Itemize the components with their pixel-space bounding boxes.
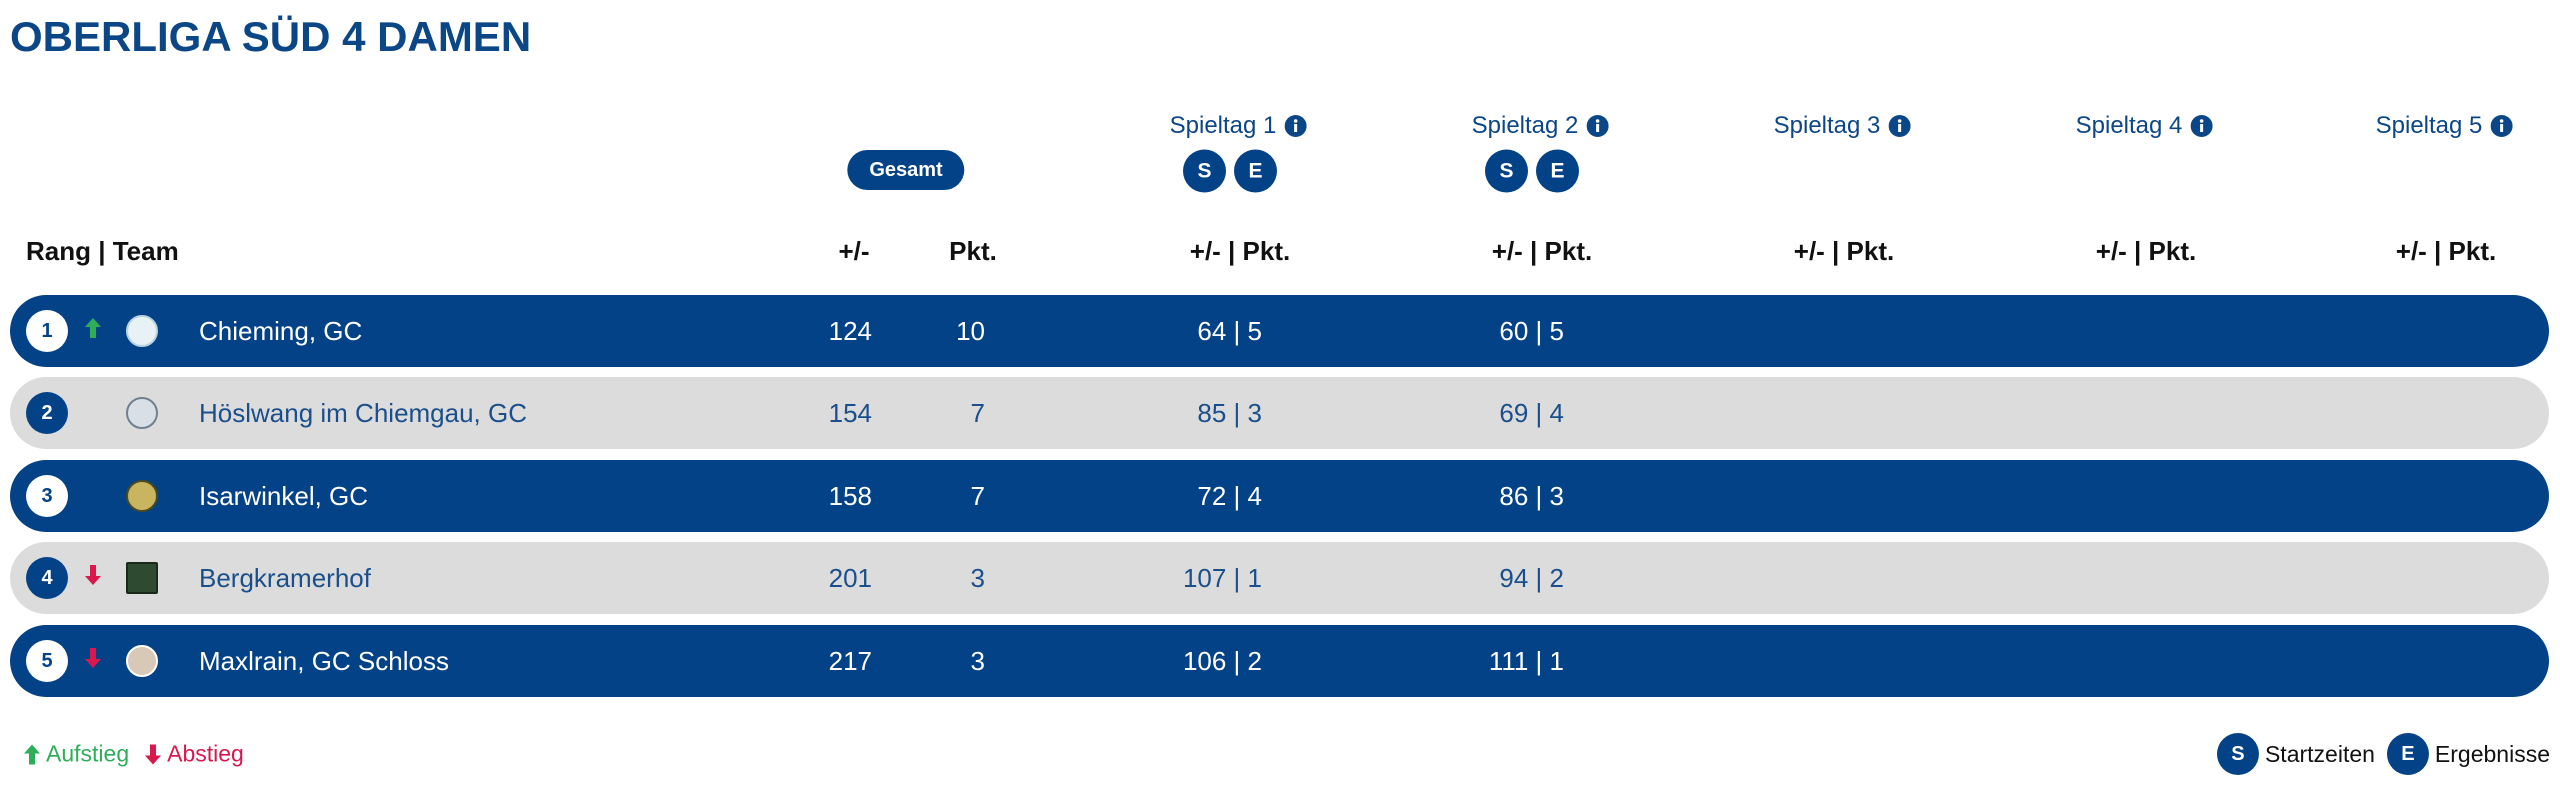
diff-total: 154 — [828, 398, 872, 428]
team-name: Maxlrain, GC Schloss — [199, 646, 449, 676]
matchday-label: Spieltag 2 — [1471, 112, 1579, 139]
team-logo — [126, 562, 158, 594]
legend-results-label: Ergebnisse — [2434, 740, 2550, 767]
team-logo — [126, 480, 158, 512]
matchday-heading: Spieltag 2 — [1472, 114, 1609, 138]
matchday-heading: Spieltag 5 — [2376, 114, 2513, 138]
matchday-result: 106 | 2 — [1182, 646, 1262, 676]
legend-left: Aufstieg Abstieg — [24, 740, 244, 767]
rank-badge: 5 — [26, 640, 68, 682]
matchday-result: 69 | 4 — [1499, 398, 1564, 428]
legend-start-key: S — [2216, 733, 2259, 775]
matchday-result: 64 | 5 — [1197, 316, 1262, 346]
info-icon[interactable] — [2490, 115, 2513, 137]
matchday-heading: Spieltag 1 — [1170, 114, 1307, 138]
table-row[interactable]: 2 Höslwang im Chiemgau, GC 154 7 85 | 3 69 | … — [10, 377, 2549, 449]
matchday-button[interactable]: S — [1485, 149, 1528, 193]
matchday-button[interactable]: E — [1234, 149, 1277, 193]
legend-down: Abstieg — [145, 740, 244, 767]
matchday-heading: Spieltag 3 — [1774, 114, 1911, 138]
team-name: Isarwinkel, GC — [199, 481, 369, 511]
title: OBERLIGA SÜD 4 DAMEN — [10, 13, 532, 60]
points-total: 3 — [970, 563, 985, 593]
table-row[interactable]: 5 Maxlrain, GC Schloss 217 3 106 | 2 111 | 1 — [10, 625, 2549, 697]
matchday-result: 94 | 2 — [1499, 563, 1564, 593]
header-points: Pkt. — [949, 236, 997, 266]
diff-total: 201 — [828, 563, 872, 593]
table-row[interactable]: 4 Bergkramerhof 201 3 107 | 1 94 | 2 — [10, 542, 2549, 614]
table-row[interactable]: 1 Chieming, GC 124 10 64 | 5 60 | 5 — [10, 295, 2549, 367]
matchday-column-header: +/- | Pkt. — [2095, 236, 2197, 266]
points-total: 10 — [956, 316, 985, 346]
rank-badge: 4 — [26, 557, 68, 599]
down-arrow — [85, 648, 101, 668]
legend-up-label: Aufstieg — [46, 740, 130, 767]
matchday-heading: Spieltag 4 — [2076, 114, 2213, 138]
team-logo — [126, 645, 158, 677]
matchday-label: Spieltag 1 — [1169, 112, 1277, 139]
legend-results-key: E — [2386, 733, 2429, 775]
matchday-result: 85 | 3 — [1197, 398, 1262, 428]
info-icon[interactable] — [2190, 115, 2213, 137]
matchday-button[interactable]: E — [1536, 149, 1579, 193]
diff-total: 124 — [828, 316, 872, 346]
points-total: 7 — [970, 481, 985, 511]
legend-up: Aufstieg — [24, 740, 130, 767]
points-total: 7 — [970, 398, 985, 428]
matchday-result: 72 | 4 — [1197, 481, 1262, 511]
team-name: Chieming, GC — [199, 316, 363, 346]
diff-total: 158 — [828, 481, 872, 511]
info-icon[interactable] — [1586, 115, 1609, 137]
team-name: Höslwang im Chiemgau, GC — [199, 398, 528, 428]
legend-down-label: Abstieg — [167, 740, 244, 767]
up-arrow — [24, 744, 40, 764]
down-arrow — [145, 744, 162, 764]
diff-total: 217 — [828, 646, 872, 676]
matchday-column-header: +/- | Pkt. — [2395, 236, 2497, 266]
points-total: 3 — [970, 646, 985, 676]
matchday-result: 107 | 1 — [1182, 563, 1262, 593]
matchday-label: Spieltag 5 — [2375, 112, 2483, 139]
matchday-column-header: +/- | Pkt. — [1793, 236, 1895, 266]
header-diff: +/- — [838, 236, 870, 266]
matchday-result: 60 | 5 — [1499, 316, 1564, 346]
legend-right: S Startzeiten E Ergebnisse — [2216, 733, 2550, 775]
rank-badge: 1 — [26, 310, 68, 352]
team-name: Bergkramerhof — [199, 563, 371, 593]
rank-badge: 2 — [26, 392, 68, 434]
team-logo — [126, 315, 158, 347]
rank-badge: 3 — [26, 475, 68, 517]
table-row[interactable]: 3 Isarwinkel, GC 158 7 72 | 4 86 | 3 — [10, 460, 2549, 532]
info-icon[interactable] — [1284, 115, 1307, 137]
matchday-column-header: +/- | Pkt. — [1189, 236, 1291, 266]
team-logo — [126, 397, 158, 429]
matchday-column-header: +/- | Pkt. — [1491, 236, 1593, 266]
matchday-label: Spieltag 4 — [2075, 112, 2183, 139]
matchday-button[interactable]: S — [1183, 149, 1226, 193]
down-arrow — [85, 565, 101, 585]
info-icon[interactable] — [1888, 115, 1911, 137]
up-arrow — [85, 318, 101, 338]
matchday-result: 111 | 1 — [1488, 646, 1564, 676]
matchday-label: Spieltag 3 — [1773, 112, 1881, 139]
header-rank-team: Rang | Team — [26, 236, 179, 266]
legend-start-label: Startzeiten — [2264, 740, 2375, 767]
gesamt-button[interactable]: Gesamt — [847, 150, 965, 190]
matchday-result: 86 | 3 — [1499, 481, 1564, 511]
